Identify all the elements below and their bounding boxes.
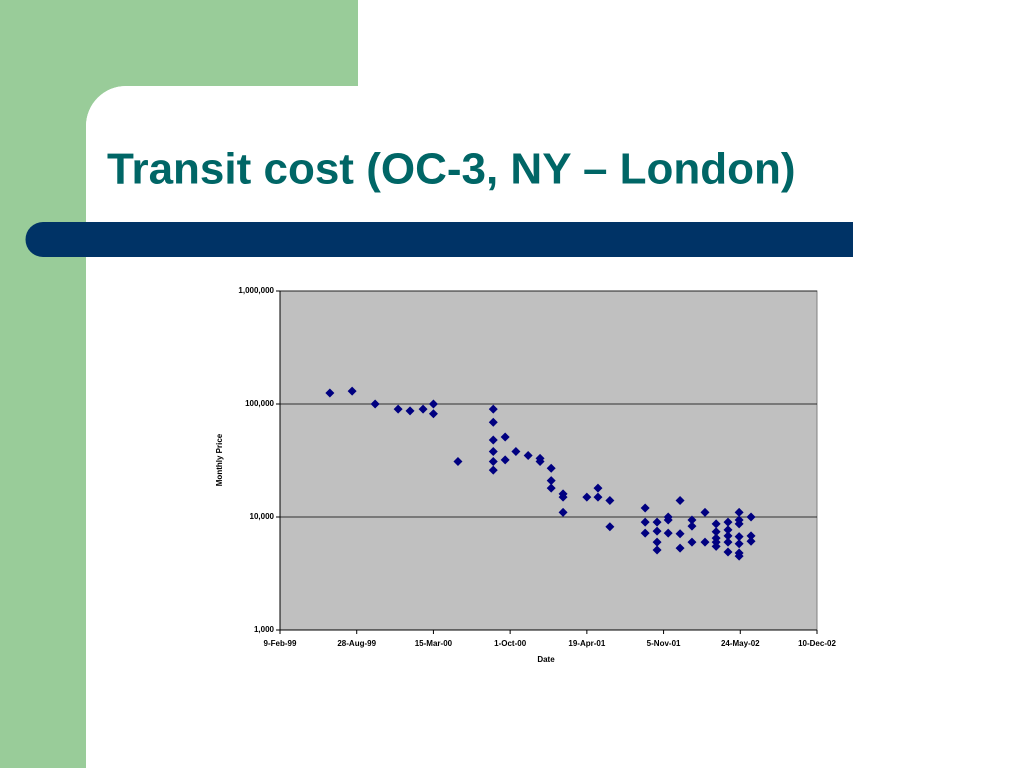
point [734,551,744,561]
y-tick-label: 100,000 [245,399,274,408]
point [723,517,733,527]
point [687,515,697,525]
point [546,476,556,486]
point [652,545,662,555]
point [640,528,650,538]
x-tick-label: 5-Nov-01 [647,639,681,648]
point [734,539,744,549]
y-tick-label: 10,000 [250,512,275,521]
point [746,531,756,541]
point [675,495,685,505]
y-tick-label: 1,000,000 [238,286,274,295]
title-bar [25,222,853,257]
point [558,507,568,517]
x-tick-label: 1-Oct-00 [494,639,527,648]
point [700,537,710,547]
point [723,531,733,541]
point [652,517,662,527]
point [488,465,498,475]
x-tick-label: 28-Aug-99 [337,639,376,648]
point [711,519,721,529]
y-tick-label: 1,000 [254,625,275,634]
point [746,536,756,546]
point [428,399,438,409]
point [405,406,415,416]
point [500,432,510,442]
point [418,404,428,414]
point [428,409,438,419]
point [546,463,556,473]
point [687,537,697,547]
point [488,404,498,414]
point [488,446,498,456]
point [640,503,650,513]
y-axis-label: Monthly Price [215,433,224,486]
x-tick-label: 19-Apr-01 [568,639,605,648]
point [488,456,498,466]
x-tick-label: 15-Mar-00 [415,639,453,648]
point [723,537,733,547]
point [500,455,510,465]
point [640,517,650,527]
point [723,525,733,535]
point [488,435,498,445]
point [605,522,615,532]
point [582,492,592,502]
point [523,451,533,461]
point [711,527,721,537]
point [663,528,673,538]
point [558,492,568,502]
point [546,483,556,493]
point [675,529,685,539]
point [652,526,662,536]
point [652,537,662,547]
x-tick-label: 9-Feb-99 [264,639,297,648]
slide-title: Transit cost (OC-3, NY – London) [107,145,796,194]
x-tick-label: 24-May-02 [721,639,760,648]
point [511,446,521,456]
point [711,541,721,551]
point [605,495,615,505]
point [393,404,403,414]
corner [86,86,126,126]
point [593,492,603,502]
point [370,399,380,409]
point [734,532,744,542]
point [746,512,756,522]
x-tick-label: 10-Dec-02 [798,639,836,648]
point [663,515,673,525]
green-left [0,0,86,768]
point [687,521,697,531]
x-axis-label: Date [537,655,555,664]
point [347,386,357,396]
point [700,507,710,517]
point [734,507,744,517]
point [325,388,335,398]
point [593,483,603,493]
point [535,456,545,466]
point [734,519,744,529]
point [488,417,498,427]
point [453,456,463,466]
point [723,547,733,557]
plot-area [279,290,818,631]
point [675,543,685,553]
